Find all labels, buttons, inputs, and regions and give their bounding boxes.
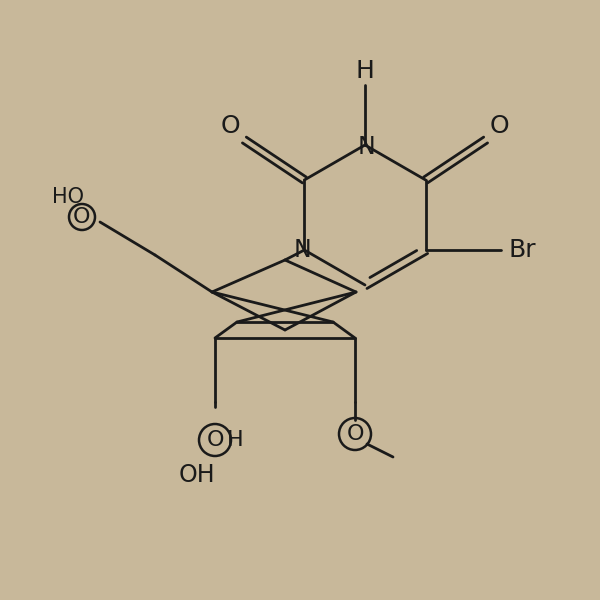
- Text: O: O: [490, 114, 509, 138]
- Text: H: H: [227, 430, 244, 450]
- Text: O: O: [73, 207, 91, 227]
- Text: H: H: [356, 59, 374, 83]
- Text: N: N: [293, 238, 311, 262]
- Text: HO: HO: [52, 187, 84, 207]
- Text: Br: Br: [509, 238, 536, 262]
- Text: O: O: [206, 430, 224, 450]
- Text: N: N: [357, 135, 375, 159]
- Text: OH: OH: [179, 463, 215, 487]
- Text: O: O: [346, 424, 364, 444]
- Text: O: O: [221, 114, 240, 138]
